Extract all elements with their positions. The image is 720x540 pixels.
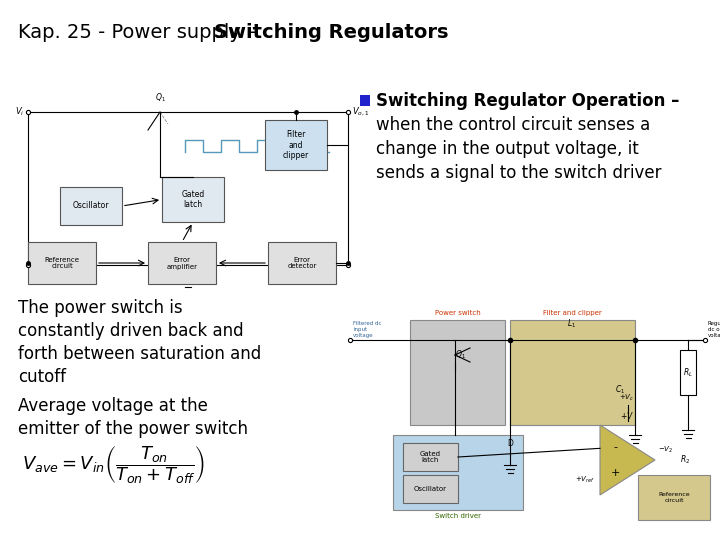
Text: Switching Regulators: Switching Regulators	[214, 23, 449, 42]
Text: when the control circuit senses a: when the control circuit senses a	[376, 116, 650, 134]
Text: $-V_2$: $-V_2$	[658, 445, 673, 455]
Text: $C_1$: $C_1$	[615, 384, 625, 396]
Text: Power switch: Power switch	[435, 310, 480, 316]
Text: $+V$: $+V$	[621, 410, 634, 421]
Text: $Q_1$: $Q_1$	[454, 349, 465, 361]
FancyBboxPatch shape	[265, 120, 327, 170]
Text: +: +	[611, 468, 620, 478]
FancyBboxPatch shape	[148, 242, 216, 284]
Text: Error
detector: Error detector	[287, 256, 317, 269]
Text: D: D	[507, 438, 513, 448]
Text: Oscillator: Oscillator	[414, 486, 447, 492]
Text: $+V_c$: $+V_c$	[619, 393, 634, 403]
Text: END: END	[654, 506, 700, 525]
Text: Gated
latch: Gated latch	[420, 450, 441, 463]
FancyBboxPatch shape	[510, 320, 635, 425]
FancyBboxPatch shape	[393, 435, 523, 510]
Text: Average voltage at the: Average voltage at the	[18, 397, 208, 415]
FancyBboxPatch shape	[638, 475, 710, 520]
Text: Reference
circuit: Reference circuit	[45, 256, 79, 269]
FancyBboxPatch shape	[680, 350, 696, 395]
Text: -: -	[613, 442, 617, 452]
Text: sends a signal to the switch driver: sends a signal to the switch driver	[376, 164, 662, 182]
Text: forth between saturation and: forth between saturation and	[18, 345, 261, 363]
Text: The power switch is: The power switch is	[18, 299, 183, 317]
Text: $L_1$: $L_1$	[567, 318, 577, 330]
Text: constantly driven back and: constantly driven back and	[18, 322, 243, 340]
Text: Reference
circuit: Reference circuit	[658, 492, 690, 503]
FancyBboxPatch shape	[28, 242, 96, 284]
Text: Switching Regulator Operation –: Switching Regulator Operation –	[376, 92, 680, 110]
Text: $+V_{ref}$: $+V_{ref}$	[575, 475, 595, 485]
Text: Regulated
dc output
voltage: Regulated dc output voltage	[708, 321, 720, 338]
Text: Filtered dc
input
voltage: Filtered dc input voltage	[353, 321, 382, 338]
FancyBboxPatch shape	[268, 242, 336, 284]
Text: cutoff: cutoff	[18, 368, 66, 386]
Text: Oscillator: Oscillator	[73, 201, 109, 211]
Text: $R_L$: $R_L$	[683, 366, 693, 379]
FancyBboxPatch shape	[410, 320, 505, 425]
Text: Gated
latch: Gated latch	[181, 190, 204, 209]
Text: Kap. 25 - Power supply –: Kap. 25 - Power supply –	[18, 23, 269, 42]
Text: Switch driver: Switch driver	[435, 513, 481, 519]
Text: $Q_1$: $Q_1$	[155, 91, 166, 104]
Text: Filter
and
clipper: Filter and clipper	[283, 130, 309, 160]
Text: Error
amplifier: Error amplifier	[166, 256, 197, 269]
Text: change in the output voltage, it: change in the output voltage, it	[376, 140, 639, 158]
Polygon shape	[600, 425, 655, 495]
Text: emitter of the power switch: emitter of the power switch	[18, 420, 248, 438]
FancyBboxPatch shape	[360, 95, 370, 106]
Text: $R_2$: $R_2$	[680, 454, 690, 466]
FancyBboxPatch shape	[403, 443, 458, 471]
FancyBboxPatch shape	[162, 177, 224, 222]
FancyBboxPatch shape	[403, 475, 458, 503]
Text: Filter and clipper: Filter and clipper	[543, 310, 602, 316]
Text: $V_i$: $V_i$	[14, 106, 24, 118]
FancyBboxPatch shape	[60, 187, 122, 225]
Text: $V_{ave} = V_{in}\left(\dfrac{T_{on}}{T_{on} + T_{off}}\right)$: $V_{ave} = V_{in}\left(\dfrac{T_{on}}{T_…	[22, 444, 205, 486]
Text: $V_{o,1}$: $V_{o,1}$	[352, 106, 369, 118]
